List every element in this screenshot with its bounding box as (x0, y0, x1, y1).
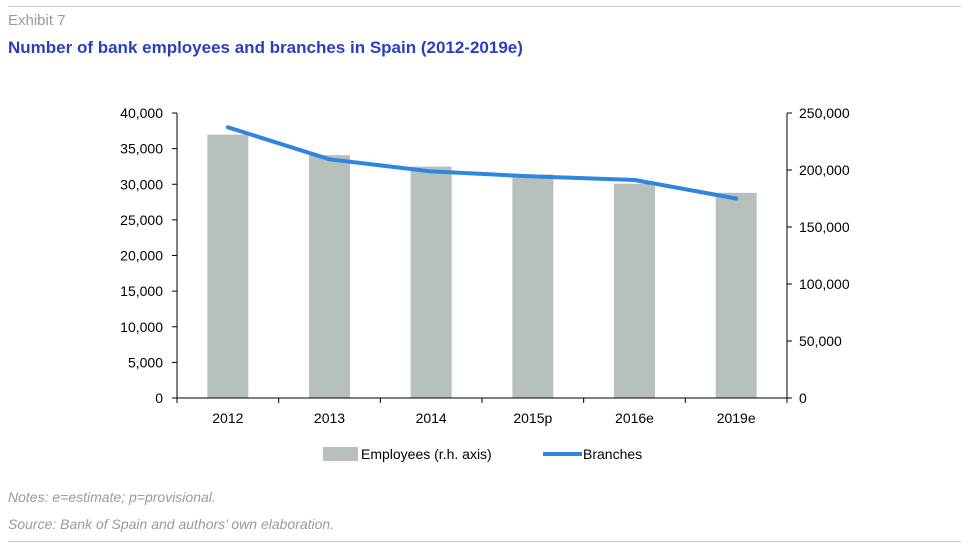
left-tick-label: 15,000 (120, 283, 163, 299)
x-tick-label-2012: 2012 (212, 410, 243, 426)
notes-text: Notes: e=estimate; p=provisional. (8, 489, 216, 505)
left-tick-label: 0 (155, 390, 163, 406)
legend-employees-swatch (323, 447, 358, 461)
chart-title: Number of bank employees and branches in… (8, 38, 523, 57)
employees-bar-2015p (512, 174, 554, 398)
source-text: Source: Bank of Spain and authors’ own e… (8, 516, 335, 532)
left-tick-label: 35,000 (120, 141, 163, 157)
x-tick-label-2016e: 2016e (615, 410, 654, 426)
employees-bar-2013 (309, 155, 350, 398)
left-tick-label: 40,000 (120, 105, 163, 121)
bars-layer (207, 134, 757, 398)
left-tick-label: 30,000 (120, 176, 163, 192)
employees-bar-2016e (614, 183, 655, 398)
bottom-rule (8, 541, 961, 542)
left-tick-label: 10,000 (120, 319, 163, 335)
top-rule (8, 6, 961, 7)
right-tick-label: 250,000 (799, 105, 850, 121)
right-tick-label: 100,000 (799, 276, 850, 292)
legend-branches-label: Branches (583, 446, 642, 462)
right-tick-label: 0 (799, 390, 807, 406)
legend-employees-label: Employees (r.h. axis) (361, 446, 492, 462)
x-tick-label-2019e: 2019e (717, 410, 756, 426)
legend: Employees (r.h. axis) Branches (323, 446, 642, 462)
left-tick-label: 20,000 (120, 248, 163, 264)
branches-line (225, 125, 739, 201)
left-tick-label: 25,000 (120, 212, 163, 228)
x-tick-label-2015p: 2015p (513, 410, 552, 426)
employees-bar-2012 (207, 134, 249, 398)
employees-bar-2019e (715, 192, 757, 398)
x-tick-label-2014: 2014 (416, 410, 447, 426)
line-layer (225, 125, 739, 201)
axes-layer: 0 5,000 10,000 15,000 20,000 25,000 30,000 35,0… (120, 105, 850, 426)
right-tick-label: 150,000 (799, 219, 850, 235)
right-tick-label: 200,000 (799, 162, 850, 178)
exhibit-label: Exhibit 7 (8, 12, 66, 29)
x-tick-label-2013: 2013 (314, 410, 345, 426)
employees-bar-2014 (410, 166, 452, 398)
left-tick-label: 5,000 (128, 354, 163, 370)
right-tick-label: 50,000 (799, 333, 842, 349)
